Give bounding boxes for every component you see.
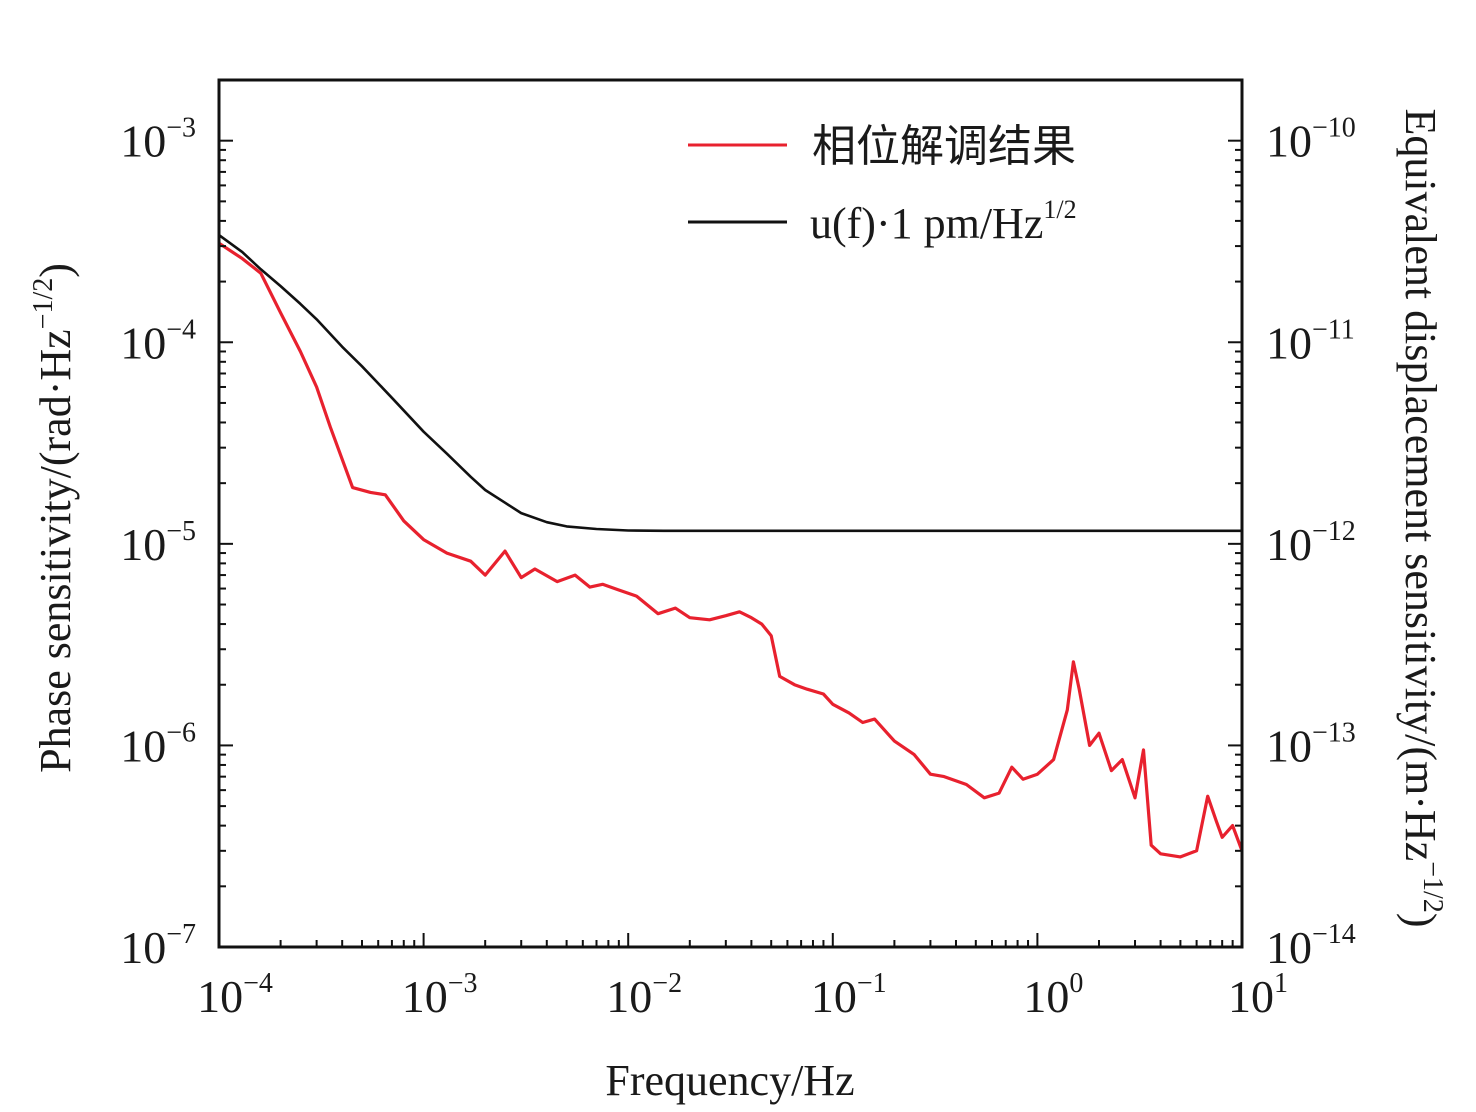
legend-label-uf: u(f)·1 pm/Hz1/2: [810, 195, 1077, 248]
legend-label-uf-sup: 1/2: [1043, 195, 1076, 224]
y-tick-label: 10−6: [120, 717, 196, 771]
y-axis-title: Phase sensitivity/(rad·Hz−1/2): [28, 263, 80, 773]
y2-axis-title: Equivalent displacement sensitivity/(m·H…: [1396, 109, 1448, 928]
y-tick-label: 10−5: [120, 516, 196, 570]
x-tick-label: 10−1: [811, 968, 887, 1022]
x-tick-label: 10−4: [197, 968, 273, 1022]
y-tick-label: 10−7: [120, 919, 196, 973]
legend-label-phase: 相位解调结果: [812, 122, 1076, 171]
y2-axis-title-main: Equivalent displacement sensitivity/(m·H…: [1396, 109, 1445, 862]
y2-axis-title-close: ): [1396, 913, 1445, 928]
x-tick-label: 100: [1023, 968, 1083, 1022]
legend: 相位解调结果 u(f)·1 pm/Hz1/2: [688, 122, 1077, 248]
y2-tick-label: 10−12: [1266, 516, 1356, 570]
series-layer: [218, 234, 1244, 859]
series-line-1: [218, 234, 1242, 533]
plot-area-border: [217, 78, 1244, 949]
y-tick-label: 10−3: [120, 113, 196, 167]
tick-layer: [218, 79, 1243, 948]
y2-tick-label: 10−13: [1266, 717, 1356, 771]
x-axis-title: Frequency/Hz: [605, 1056, 854, 1105]
legend-label-uf-main: u(f)·1 pm/Hz: [810, 199, 1043, 248]
y-axis-title-sup: −1/2: [28, 278, 59, 330]
x-tick-label: 10−2: [606, 968, 682, 1022]
x-tick-label: 101: [1228, 968, 1288, 1022]
tick-labels: 10−4 10−3 10−2 10−1 100 101 10−3 10−4 10−5 10−6 10…: [120, 113, 1356, 1022]
y-tick-label: 10−4: [120, 314, 196, 368]
y2-tick-label: 10−14: [1266, 919, 1356, 973]
y-axis-title-main: Phase sensitivity/(rad·Hz: [31, 329, 80, 773]
series-line-0: [218, 241, 1244, 859]
x-tick-label: 10−3: [402, 968, 478, 1022]
plot-frame: [217, 78, 1244, 949]
y2-axis-title-sup: −1/2: [1417, 861, 1448, 913]
y-axis-title-close: ): [31, 263, 80, 278]
y2-tick-label: 10−11: [1266, 314, 1355, 368]
y2-tick-label: 10−10: [1266, 113, 1356, 167]
